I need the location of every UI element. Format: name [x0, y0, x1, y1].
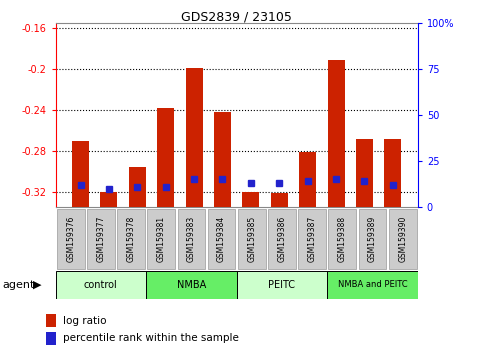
Bar [328, 209, 356, 269]
Bar [46, 332, 57, 345]
Bar [356, 138, 373, 207]
Bar [358, 209, 386, 269]
Text: GSM159386: GSM159386 [277, 216, 286, 262]
Bar [208, 209, 236, 269]
Bar [100, 192, 117, 207]
Bar [237, 271, 327, 299]
Text: GSM159388: GSM159388 [338, 216, 347, 262]
Bar [87, 209, 115, 269]
Bar [57, 209, 85, 269]
Bar [299, 152, 316, 207]
Text: GSM159383: GSM159383 [187, 216, 196, 262]
Text: GDS2839 / 23105: GDS2839 / 23105 [181, 11, 292, 24]
Bar [327, 271, 418, 299]
Bar [147, 209, 175, 269]
Text: PEITC: PEITC [269, 280, 296, 290]
Bar [46, 314, 57, 327]
Text: agent: agent [2, 280, 35, 290]
Bar [238, 209, 266, 269]
Text: GSM159381: GSM159381 [156, 216, 166, 262]
Bar [214, 112, 231, 207]
Bar [146, 271, 237, 299]
Text: control: control [84, 280, 118, 290]
Text: GSM159384: GSM159384 [217, 216, 226, 262]
Text: GSM159390: GSM159390 [398, 216, 407, 262]
Bar [271, 193, 288, 207]
Text: GSM159385: GSM159385 [247, 216, 256, 262]
Bar [389, 209, 416, 269]
Text: log ratio: log ratio [63, 316, 106, 326]
Bar [129, 167, 146, 207]
Text: ▶: ▶ [33, 280, 42, 290]
Bar [56, 271, 146, 299]
Text: percentile rank within the sample: percentile rank within the sample [63, 333, 239, 343]
Bar [157, 108, 174, 207]
Bar [327, 60, 344, 207]
Bar [298, 209, 326, 269]
Text: GSM159376: GSM159376 [66, 216, 75, 262]
Text: GSM159377: GSM159377 [96, 216, 105, 262]
Bar [72, 141, 89, 207]
Bar [185, 68, 202, 207]
Bar [117, 209, 145, 269]
Bar [242, 192, 259, 207]
Bar [268, 209, 296, 269]
Text: GSM159389: GSM159389 [368, 216, 377, 262]
Text: GSM159387: GSM159387 [308, 216, 317, 262]
Text: NMBA: NMBA [177, 280, 206, 290]
Text: GSM159378: GSM159378 [127, 216, 136, 262]
Text: NMBA and PEITC: NMBA and PEITC [338, 280, 407, 290]
Bar [384, 138, 401, 207]
Bar [178, 209, 205, 269]
